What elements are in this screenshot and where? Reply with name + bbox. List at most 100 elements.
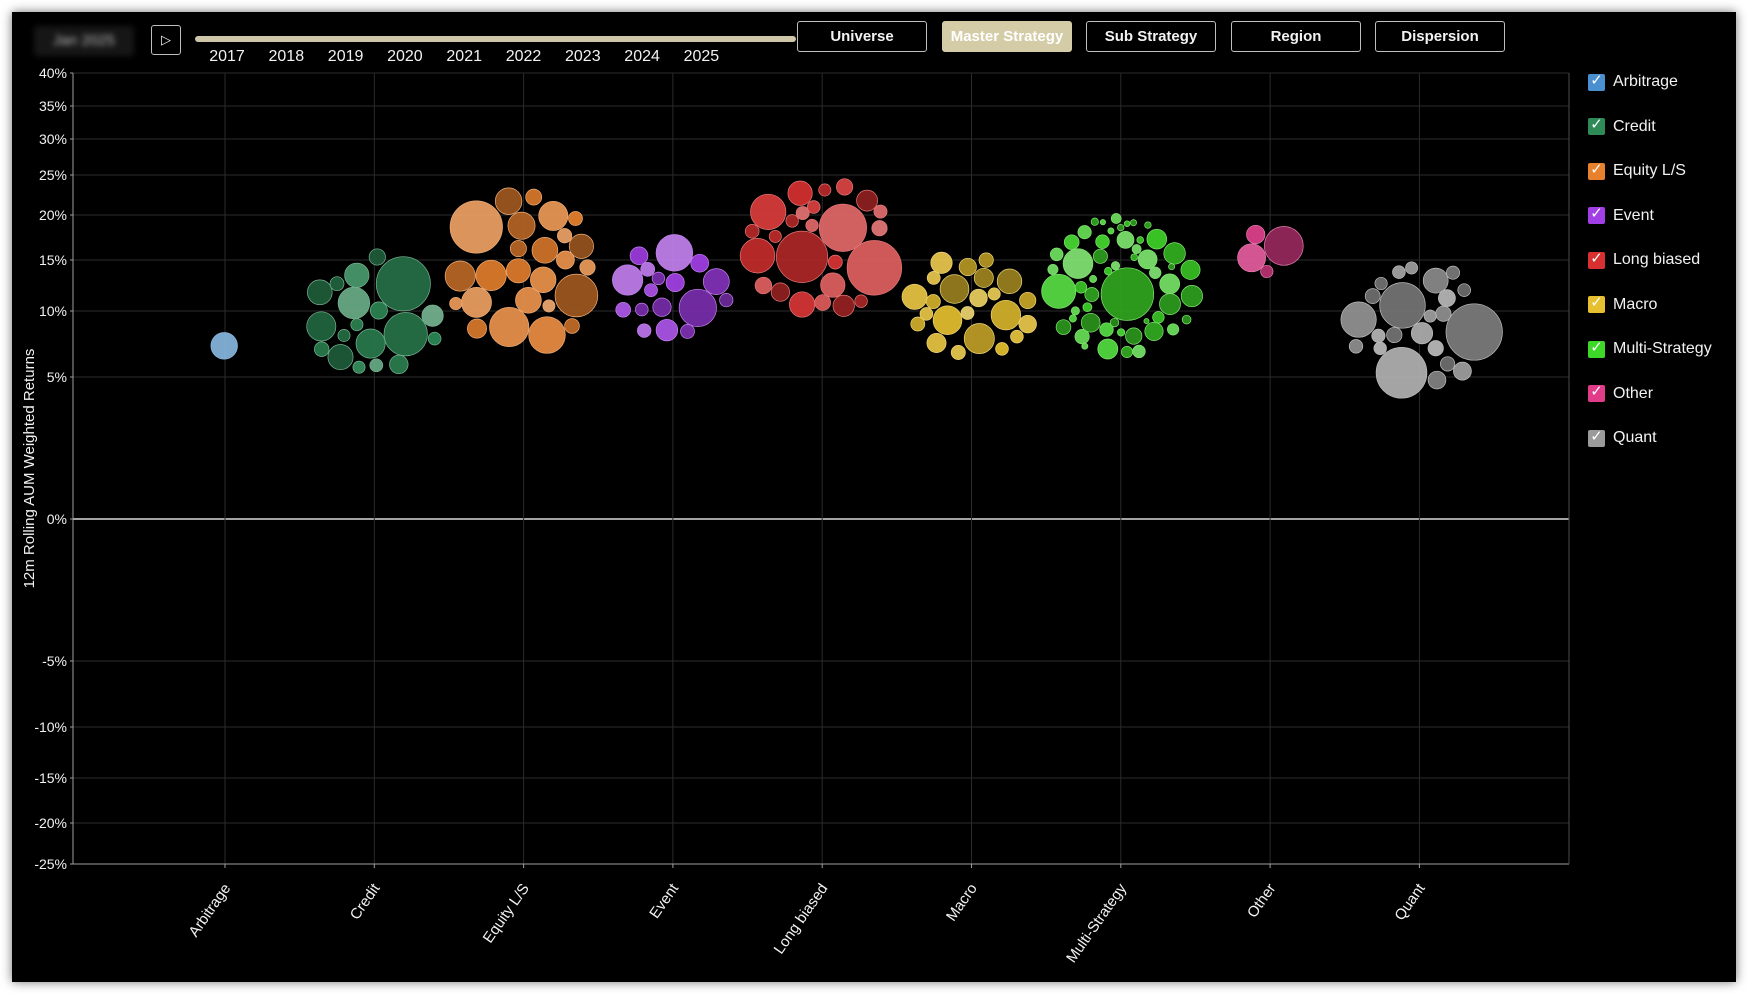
tab-dispersion[interactable]: Dispersion [1375,21,1505,52]
bubble [1104,267,1113,276]
timeline-year-2024[interactable]: 2024 [624,48,660,65]
bubble [1144,321,1164,341]
legend-item-macro[interactable]: ✓ Macro [1588,293,1657,317]
bubble [355,328,386,359]
tab-sub-strategy[interactable]: Sub Strategy [1086,21,1216,52]
bubble [1123,220,1131,227]
bubble [1081,342,1089,350]
timeline-year-2021[interactable]: 2021 [446,48,482,65]
bubble [1422,267,1449,294]
legend-item-multi-strategy[interactable]: ✓ Multi-Strategy [1588,337,1712,361]
legend-checkbox-other[interactable]: ✓ [1588,383,1605,402]
bubble [1423,309,1437,323]
bubble [996,268,1023,294]
legend-label: Equity L/S [1613,162,1686,179]
tab-region[interactable]: Region [1231,21,1361,52]
legend-checkbox-equity-l-s[interactable]: ✓ [1588,160,1605,180]
bubble [1137,249,1158,270]
bubble [678,288,717,327]
bubble [1143,318,1150,325]
timeline-year-2019[interactable]: 2019 [327,48,364,65]
bubble [1080,312,1101,333]
bubble [375,256,431,312]
bubble [1047,264,1059,275]
bubble-cluster-equity-l-s [444,187,599,354]
y-tick-label: 20% [39,207,67,223]
bubble [1440,356,1456,372]
legend-item-long-biased[interactable]: ✓ Long biased [1588,248,1700,272]
x-tick-label: Equity L/S [480,881,533,947]
bubble-cluster-long-biased [739,178,903,318]
y-tick-label: 35% [39,98,67,114]
bubble [930,251,953,274]
bubble [1130,253,1138,261]
legend-checkbox-credit[interactable]: ✓ [1588,116,1605,135]
check-icon: ✓ [1590,160,1603,178]
legend-checkbox-quant[interactable]: ✓ [1588,428,1605,447]
timeline-year-2020[interactable]: 2020 [387,48,423,65]
legend-item-credit[interactable]: ✓ Credit [1588,115,1656,139]
bubble [789,291,816,318]
bubble-chart: 40% 35% 30% 25% 20% 15% 10% 5% 0% -5% -10% -15% -20%… [21,65,1570,966]
bubble [337,329,351,342]
bubble [1110,261,1121,271]
timeline-year-2025[interactable]: 2025 [683,48,720,65]
bubble [1371,328,1386,343]
legend-item-other[interactable]: ✓ Other [1588,382,1653,406]
bubble [612,264,644,296]
bubble [814,294,831,311]
bubble [702,268,730,295]
bubble [350,318,364,332]
timeline-year-2022[interactable]: 2022 [505,48,542,65]
timeline-slider[interactable] [195,36,796,42]
check-icon: ✓ [1590,116,1603,133]
bubble [1453,361,1472,381]
legend-label: Other [1613,384,1654,402]
legend-checkbox-event[interactable]: ✓ [1588,205,1605,224]
bubble [449,296,463,311]
bubble [615,302,631,318]
tab-master-strategy[interactable]: Master Strategy [942,21,1072,52]
legend-item-event[interactable]: ✓ Event [1588,204,1654,228]
bubble [1373,341,1387,355]
y-tick-label: 40% [39,65,67,81]
play-button[interactable]: ▷ [151,25,181,55]
bubble [1068,314,1077,323]
bubble [629,246,649,266]
y-axis-label: 12m Rolling AUM Weighted Returns [21,349,38,589]
bubble [1152,311,1165,324]
bubble [836,178,854,196]
current-date-label: Jan 2025 [34,26,134,56]
timeline-year-2018[interactable]: 2018 [268,48,305,65]
legend-checkbox-macro[interactable]: ✓ [1588,294,1605,313]
bubble [538,200,569,231]
bubble [1100,267,1155,321]
bubble [768,229,782,243]
timeline-year-2023[interactable]: 2023 [565,48,601,65]
bubble [856,189,878,212]
bubble [827,254,843,270]
timeline-year-2017[interactable]: 2017 [209,48,245,65]
bubble [873,204,888,219]
bubble [1146,228,1168,250]
bubble [1074,281,1088,294]
bubble [531,237,559,264]
bubble [515,287,542,314]
bubble-cluster-multi-strategy [1041,213,1203,360]
bubble [556,250,575,270]
bubble [344,262,370,288]
bubble [818,183,832,197]
bubble [1132,344,1146,359]
bubble-cluster-quant [1340,261,1503,399]
tab-universe[interactable]: Universe [797,21,927,52]
legend-item-quant[interactable]: ✓ Quant [1588,426,1657,450]
legend-item-arbitrage[interactable]: ✓ Arbitrage [1588,70,1678,94]
legend-checkbox-multi-strategy[interactable]: ✓ [1588,339,1605,358]
legend-item-equity-l-s[interactable]: ✓ Equity L/S [1588,159,1686,183]
bubble [818,203,867,252]
legend-checkbox-long-biased[interactable]: ✓ [1588,250,1605,269]
legend-checkbox-arbitrage[interactable]: ✓ [1588,72,1605,91]
bubble [1163,242,1186,265]
bubble [846,240,903,296]
bubble [1010,329,1024,344]
